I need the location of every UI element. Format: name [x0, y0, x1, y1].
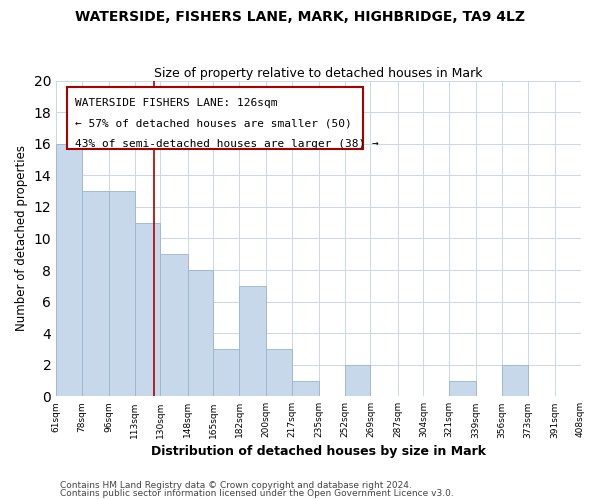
Y-axis label: Number of detached properties: Number of detached properties: [15, 146, 28, 332]
Bar: [135, 222, 160, 396]
Bar: [449, 380, 476, 396]
Bar: [160, 254, 188, 396]
Bar: [239, 286, 266, 397]
X-axis label: Distribution of detached houses by size in Mark: Distribution of detached houses by size …: [151, 444, 486, 458]
Bar: [292, 380, 319, 396]
Bar: [266, 349, 292, 397]
Bar: [56, 144, 82, 397]
Bar: [109, 191, 135, 396]
Title: Size of property relative to detached houses in Mark: Size of property relative to detached ho…: [154, 66, 482, 80]
Bar: [214, 349, 239, 397]
Bar: [82, 191, 109, 396]
Bar: [188, 270, 214, 396]
Text: Contains public sector information licensed under the Open Government Licence v3: Contains public sector information licen…: [60, 489, 454, 498]
Bar: [502, 365, 527, 396]
Text: ← 57% of detached houses are smaller (50): ← 57% of detached houses are smaller (50…: [74, 118, 351, 128]
Bar: [345, 365, 370, 396]
Text: WATERSIDE FISHERS LANE: 126sqm: WATERSIDE FISHERS LANE: 126sqm: [74, 98, 277, 108]
FancyBboxPatch shape: [67, 87, 363, 148]
Text: WATERSIDE, FISHERS LANE, MARK, HIGHBRIDGE, TA9 4LZ: WATERSIDE, FISHERS LANE, MARK, HIGHBRIDG…: [75, 10, 525, 24]
Text: Contains HM Land Registry data © Crown copyright and database right 2024.: Contains HM Land Registry data © Crown c…: [60, 480, 412, 490]
Text: 43% of semi-detached houses are larger (38) →: 43% of semi-detached houses are larger (…: [74, 139, 378, 149]
